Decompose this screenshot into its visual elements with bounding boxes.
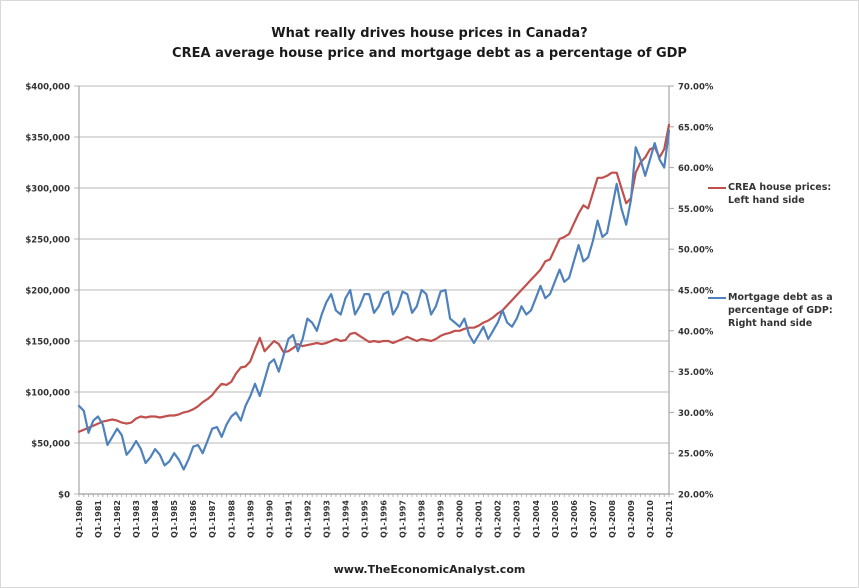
x-tick-label: Q1-1992 bbox=[303, 500, 312, 538]
x-tick-label: Q1-2005 bbox=[551, 500, 560, 538]
y-right-tick-label: 40.00% bbox=[678, 327, 714, 337]
y-right-tick-label: 50.00% bbox=[678, 246, 714, 256]
x-tick-label: Q1-2011 bbox=[665, 500, 674, 538]
x-tick-label: Q1-2002 bbox=[494, 500, 503, 538]
y-right-tick-label: 45.00% bbox=[678, 287, 714, 297]
x-tick-label: Q1-2000 bbox=[456, 500, 465, 538]
y-left-tick-label: $250,000 bbox=[25, 236, 70, 246]
y-left-tick-label: $200,000 bbox=[25, 287, 70, 297]
x-tick-label: Q1-1997 bbox=[399, 500, 408, 538]
y-right-tick-label: 65.00% bbox=[678, 123, 714, 133]
x-tick-label: Q1-1980 bbox=[75, 500, 84, 538]
series-house-prices bbox=[77, 123, 671, 433]
legend-swatch-mortgage-debt bbox=[708, 297, 726, 299]
x-tick-label: Q1-2008 bbox=[608, 500, 617, 538]
x-tick-label: Q1-2007 bbox=[589, 500, 598, 538]
y-right-tick-label: 55.00% bbox=[678, 205, 714, 215]
y-right-tick-label: 35.00% bbox=[678, 368, 714, 378]
gridlines bbox=[74, 85, 669, 495]
y-right-tick-label: 70.00% bbox=[678, 83, 714, 93]
x-tick-label: Q1-1990 bbox=[265, 500, 274, 538]
source-credit: www.TheEconomicAnalyst.com bbox=[333, 563, 526, 576]
x-tick-label: Q1-2009 bbox=[627, 500, 636, 538]
x-tick-label: Q1-2006 bbox=[570, 500, 579, 538]
y-left-tick-label: $100,000 bbox=[25, 389, 70, 399]
x-tick-label: Q1-2001 bbox=[475, 500, 484, 538]
y-axis-right-ticks: 20.00% 25.00% 30.00% 35.00% 40.00% 45.00% 50.0… bbox=[669, 83, 714, 501]
x-tick-label: Q1-1986 bbox=[189, 500, 198, 538]
x-tick-label: Q1-1999 bbox=[437, 500, 446, 538]
x-tick-label: Q1-1989 bbox=[246, 500, 255, 538]
y-left-tick-label: $0 bbox=[58, 491, 70, 501]
y-left-tick-label: $50,000 bbox=[31, 440, 70, 450]
y-left-tick-label: $400,000 bbox=[25, 83, 70, 93]
x-axis-ticks: Q1-1980 Q1-1981 Q1-1982 Q1-1983 Q1-1984 Q1-19… bbox=[75, 494, 674, 538]
chart-subtitle: CREA average house price and mortgage de… bbox=[172, 46, 687, 61]
x-tick-label: Q1-1991 bbox=[284, 500, 293, 538]
x-tick-label: Q1-1985 bbox=[170, 500, 179, 538]
y-left-tick-label: $300,000 bbox=[25, 185, 70, 195]
x-tick-label: Q1-2010 bbox=[646, 500, 655, 538]
legend-label-mortgage-debt: Mortgage debt as a percentage of GDP: Ri… bbox=[728, 292, 833, 329]
x-tick-label: Q1-1987 bbox=[208, 500, 217, 538]
x-tick-label: Q1-1981 bbox=[94, 500, 103, 538]
legend-swatch-house-prices bbox=[708, 187, 726, 189]
series-lines bbox=[77, 123, 671, 471]
y-axis-left-ticks: $0 $50,000 $100,000 $150,000 $200,000 $250,00… bbox=[25, 83, 70, 501]
y-left-tick-label: $350,000 bbox=[25, 134, 70, 144]
y-left-tick-label: $150,000 bbox=[25, 338, 70, 348]
y-right-tick-label: 25.00% bbox=[678, 450, 714, 460]
x-tick-label: Q1-1994 bbox=[341, 500, 350, 538]
x-tick-label: Q1-1995 bbox=[360, 500, 369, 538]
y-right-tick-label: 30.00% bbox=[678, 409, 714, 419]
series-mortgage-debt bbox=[77, 129, 671, 471]
x-tick-label: Q1-1984 bbox=[151, 500, 160, 538]
x-tick-label: Q1-1982 bbox=[113, 500, 122, 538]
x-tick-label: Q1-2004 bbox=[532, 500, 541, 538]
x-tick-label: Q1-1996 bbox=[380, 500, 389, 538]
x-tick-label: Q1-1983 bbox=[132, 500, 141, 538]
x-tick-label: Q1-1993 bbox=[322, 500, 331, 538]
y-right-tick-label: 60.00% bbox=[678, 164, 714, 174]
x-tick-label: Q1-1998 bbox=[418, 500, 427, 538]
legend-label-house-prices: CREA house prices: Left hand side bbox=[728, 182, 832, 206]
chart-title: What really drives house prices in Canad… bbox=[271, 26, 588, 41]
y-right-tick-label: 20.00% bbox=[678, 491, 714, 501]
x-tick-label: Q1-2003 bbox=[513, 500, 522, 538]
x-tick-label: Q1-1988 bbox=[227, 500, 236, 538]
